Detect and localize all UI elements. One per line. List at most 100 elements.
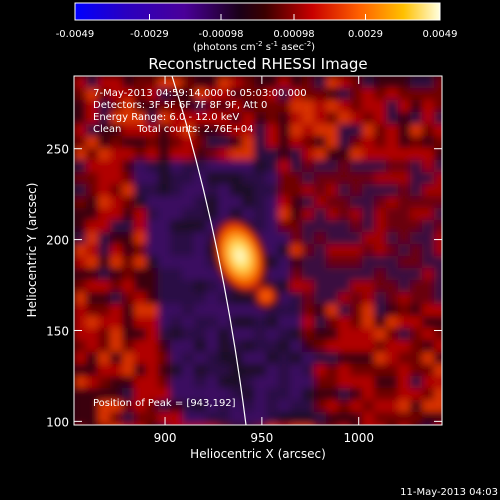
heatmap-cell [290,376,303,389]
heatmap-cell [194,268,207,281]
heatmap-cell [86,304,99,317]
heatmap-cell [230,100,243,113]
heatmap-cell [278,196,291,209]
heatmap-cell [290,268,303,281]
heatmap-cell [182,148,195,161]
heatmap-cell [350,376,363,389]
heatmap-cell [278,76,291,89]
heatmap-cell [110,232,123,245]
heatmap-cell [98,292,111,305]
heatmap-cell [350,220,363,233]
heatmap-cell [326,364,339,377]
heatmap-cell [410,268,423,281]
heatmap-cell [398,244,411,257]
heatmap-cell [278,148,291,161]
heatmap-cell [242,340,255,353]
heatmap-cell [362,304,375,317]
heatmap-cell [374,268,387,281]
colorbar-tick-label: 0.0029 [348,29,383,40]
heatmap-cell [110,352,123,365]
heatmap-cell [314,256,327,269]
heatmap-cell [98,112,111,125]
heatmap-cell [410,376,423,389]
heatmap-cell [266,208,279,221]
heatmap-cell [410,244,423,257]
heatmap-cell [302,304,315,317]
y-tick-label: 150 [46,324,69,338]
heatmap-cell [98,148,111,161]
heatmap-cell [386,196,399,209]
y-tick-label: 250 [46,143,69,157]
heatmap-cell [290,136,303,149]
heatmap-cell [338,148,351,161]
heatmap-cell [278,88,291,101]
heatmap-cell [158,124,171,137]
heatmap-cell [410,364,423,377]
heatmap-cell [398,184,411,197]
heatmap-cell [350,124,363,137]
heatmap-cell [146,160,159,173]
heatmap-cell [302,148,315,161]
heatmap-cell [194,328,207,341]
heatmap-cell [422,184,435,197]
heatmap-cell [362,256,375,269]
heatmap-cell [278,220,291,233]
heatmap-cell [134,172,147,185]
heatmap-cell [278,328,291,341]
heatmap-cell [122,76,135,89]
heatmap-cell [86,160,99,173]
heatmap-cell [362,328,375,341]
heatmap-cell [242,172,255,185]
heatmap-cell [326,76,339,89]
heatmap-cell [338,76,351,89]
heatmap-cell [434,232,442,245]
heatmap-cell [326,388,339,401]
heatmap-cell [422,76,435,89]
heatmap-cell [410,280,423,293]
heatmap-cell [434,400,442,413]
heatmap-cell [362,400,375,413]
heatmap-cell [326,100,339,113]
heatmap-cell [326,124,339,137]
heatmap-cell [254,172,267,185]
heatmap-cell [434,340,442,353]
heatmap-cell [290,388,303,401]
heatmap-cell [302,412,315,425]
heatmap-cell [110,184,123,197]
heatmap-cell [146,112,159,125]
heatmap-cell [122,340,135,353]
footer-date: 11-May-2013 04:03 [400,487,498,498]
heatmap-cell [206,364,219,377]
heatmap-cell [374,328,387,341]
heatmap-cell [290,232,303,245]
heatmap-cell [170,388,183,401]
heatmap-cell [350,184,363,197]
heatmap-cell [86,208,99,221]
x-axis-label: Heliocentric X (arcsec) [190,447,326,461]
heatmap-cell [206,184,219,197]
heatmap-cell [326,304,339,317]
heatmap-cell [134,88,147,101]
heatmap-cell [266,328,279,341]
heatmap-cell [386,100,399,113]
heatmap-cell [374,424,387,425]
heatmap-cell [374,412,387,425]
heatmap-cell [302,268,315,281]
heatmap-cell [86,268,99,281]
heatmap-cell [422,148,435,161]
heatmap-cell [266,364,279,377]
heatmap-cell [422,316,435,329]
heatmap-cell [362,280,375,293]
heatmap-cell [206,280,219,293]
heatmap-cell [74,256,87,269]
heatmap-cell [86,148,99,161]
heatmap-cell [122,160,135,173]
heatmap-cell [206,100,219,113]
heatmap-cell [434,100,442,113]
heatmap-cell [230,184,243,197]
heatmap-cell [218,352,231,365]
heatmap-cell [398,160,411,173]
heatmap-cell [266,100,279,113]
heatmap-cell [134,364,147,377]
heatmap-cell [374,184,387,197]
